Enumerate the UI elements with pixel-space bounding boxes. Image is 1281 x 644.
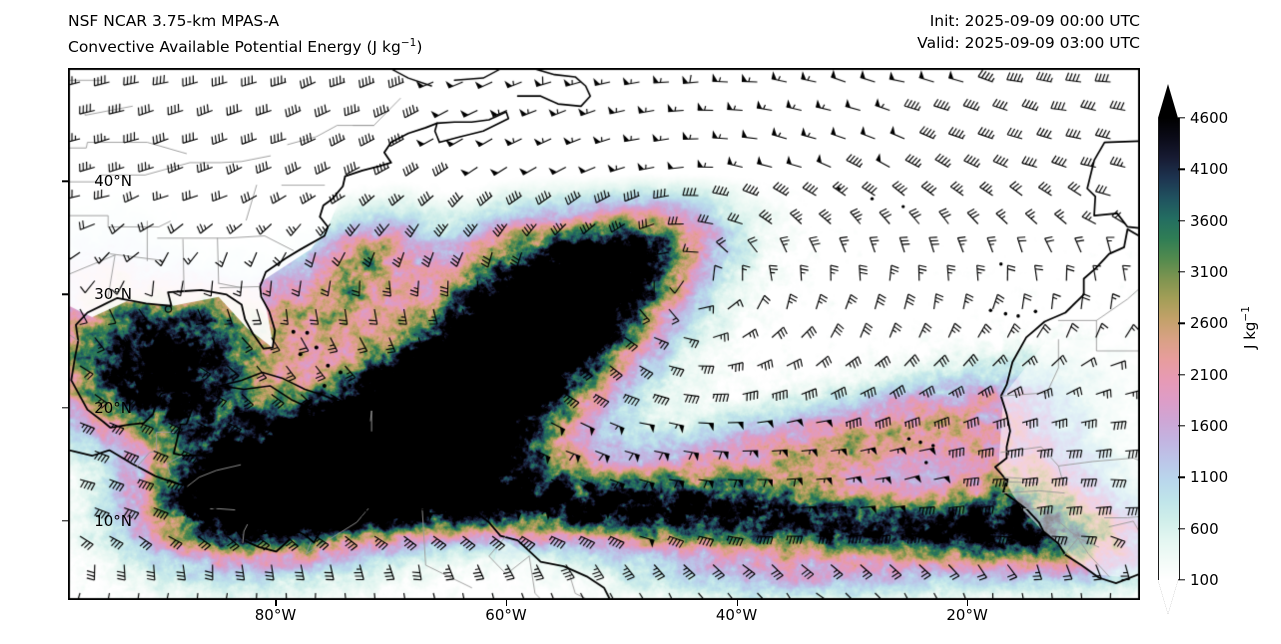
x-tick-label-80°W: 80°W xyxy=(254,606,297,624)
y-tick-mark xyxy=(62,520,68,522)
x-tick-mark xyxy=(967,600,969,606)
y-tick-mark xyxy=(62,180,68,182)
colorbar-unit-text: J kg xyxy=(1241,321,1259,349)
colorbar-tick-label-1600: 1600 xyxy=(1190,417,1229,435)
map-plot-area xyxy=(68,68,1140,600)
colorbar-tick-mark xyxy=(1178,425,1185,427)
colorbar-tick-mark xyxy=(1178,117,1185,119)
colorbar-tick-mark xyxy=(1178,271,1185,273)
colorbar-tick-label-600: 600 xyxy=(1190,519,1219,538)
y-tick-mark xyxy=(62,406,68,409)
y-tick-label-40°N: 40°N xyxy=(94,172,132,191)
y-tick-label-30°N: 30°N xyxy=(94,285,132,304)
header-right-block: Init: 2025-09-09 00:00 UTC Valid: 2025-0… xyxy=(917,10,1140,54)
colorbar-tick-label-2600: 2600 xyxy=(1190,314,1229,333)
colorbar-tick-mark xyxy=(1178,476,1185,479)
colorbar-tick-label-100: 100 xyxy=(1190,571,1219,589)
field-title: Convective Available Potential Energy (J… xyxy=(68,32,708,58)
field-title-tail: ) xyxy=(416,38,423,57)
init-time-label: Init: 2025-09-09 00:00 UTC xyxy=(929,12,1140,30)
valid-time-label: Valid: 2025-09-09 03:00 UTC xyxy=(917,34,1140,52)
colorbar-axis-label: J kg−1 xyxy=(1240,306,1259,349)
colorbar-tick-mark xyxy=(1178,527,1185,530)
colorbar-over-arrow xyxy=(1158,84,1178,118)
field-title-main: Convective Available Potential Energy (J… xyxy=(68,38,401,57)
colorbar-tick-label-4600: 4600 xyxy=(1190,109,1229,127)
colorbar-unit-exponent: −1 xyxy=(1240,306,1252,322)
x-tick-mark xyxy=(736,600,738,606)
colorbar xyxy=(1158,84,1180,614)
x-tick-mark xyxy=(275,600,277,606)
colorbar-tick-mark xyxy=(1178,322,1185,325)
x-tick-label-20°W: 20°W xyxy=(946,606,988,624)
colorbar-under-arrow xyxy=(1158,580,1178,614)
x-tick-label-40°W: 40°W xyxy=(715,606,758,624)
colorbar-tick-mark xyxy=(1178,373,1185,376)
colorbar-gradient xyxy=(1158,118,1180,580)
colorbar-tick-label-1100: 1100 xyxy=(1190,468,1229,487)
x-tick-mark xyxy=(506,600,508,606)
y-tick-label-20°N: 20°N xyxy=(94,398,132,417)
field-title-exponent: −1 xyxy=(400,37,417,49)
colorbar-tick-label-4100: 4100 xyxy=(1190,160,1229,179)
y-tick-mark xyxy=(62,293,68,296)
colorbar-tick-mark xyxy=(1178,219,1185,222)
colorbar-tick-mark xyxy=(1178,168,1185,171)
colorbar-tick-label-2100: 2100 xyxy=(1190,365,1229,384)
y-tick-label-10°N: 10°N xyxy=(94,511,132,530)
colorbar-tick-mark xyxy=(1178,579,1185,581)
colorbar-tick-label-3600: 3600 xyxy=(1190,211,1229,230)
x-tick-label-60°W: 60°W xyxy=(485,606,527,624)
colorbar-tick-label-3100: 3100 xyxy=(1190,263,1229,281)
model-title: NSF NCAR 3.75-km MPAS-A xyxy=(68,12,280,30)
cape-field-canvas xyxy=(69,69,1139,599)
header-left-block: NSF NCAR 3.75-km MPAS-A Convective Avail… xyxy=(68,10,708,58)
